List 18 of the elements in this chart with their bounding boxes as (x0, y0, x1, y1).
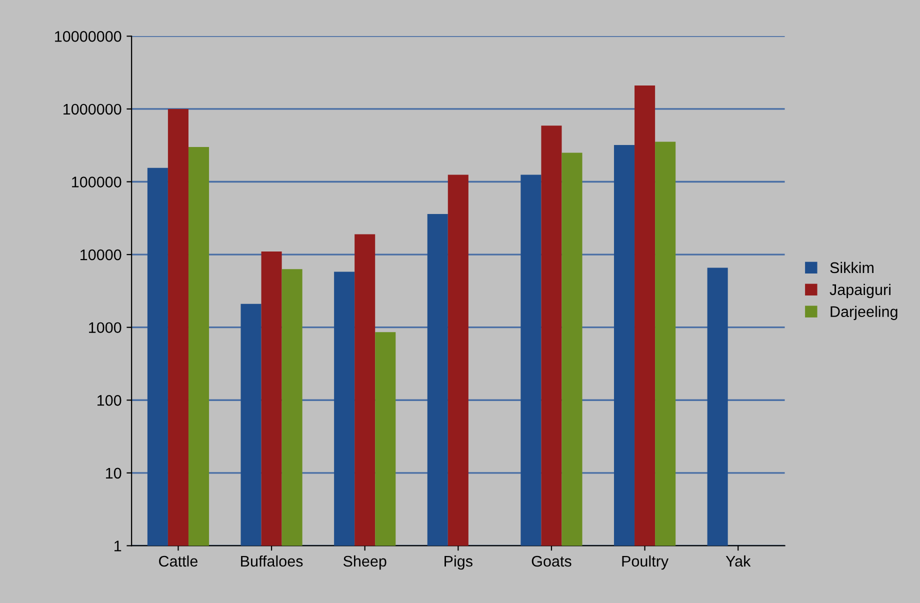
y-tick-label: 10000 (80, 249, 122, 260)
x-tick-label: Yak (726, 555, 751, 567)
legend-label: Sikkim (830, 262, 874, 274)
y-tick-label: 1000000 (64, 104, 122, 115)
x-tick-label: Pigs (444, 555, 472, 570)
x-tick-label: Cattle (159, 555, 198, 567)
y-tick-label: 1000 (89, 322, 122, 334)
legend-label: Japaiguri (830, 284, 890, 298)
y-tick-label: 10 (106, 468, 122, 479)
y-tick-label: 1 (114, 540, 122, 552)
x-tick-label: Buffaloes (241, 555, 303, 567)
y-tick-label: 100000 (72, 176, 122, 188)
y-tick-label: 10000000 (55, 31, 122, 42)
x-tick-label: Goats (532, 556, 572, 567)
legend-label: Darjeeling (830, 306, 898, 320)
x-tick-label: Sheep (343, 555, 386, 570)
y-tick-label: 100 (98, 395, 122, 406)
x-tick-label: Poultry (622, 555, 669, 570)
